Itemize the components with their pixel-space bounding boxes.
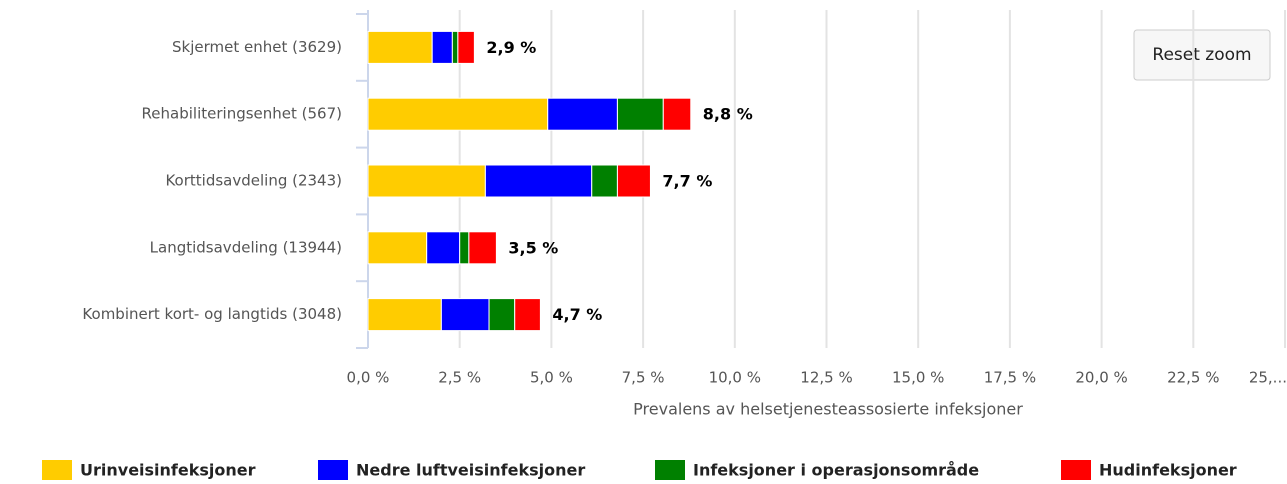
bar-segment: [488, 298, 516, 332]
bar-segment: [367, 231, 428, 265]
x-tick-label: 10,0 %: [709, 369, 761, 387]
x-tick-label: 20,0 %: [1075, 369, 1127, 387]
bar-segment: [591, 164, 618, 198]
legend-label: Urinveisinfeksjoner: [80, 461, 256, 480]
bar-segment: [547, 97, 618, 131]
y-tick-label: Kombinert kort- og langtids (3048): [82, 305, 342, 323]
bar-segment: [367, 164, 486, 198]
legend-label: Nedre luftveisinfeksjoner: [356, 461, 585, 480]
total-label: 8,8 %: [703, 105, 753, 124]
x-tick-label: 17,5 %: [984, 369, 1036, 387]
x-tick-label: 22,5 %: [1167, 369, 1219, 387]
y-tick-label: Skjermet enhet (3629): [172, 38, 342, 56]
x-tick-label: 25,...: [1249, 369, 1287, 387]
x-tick-label: 15,0 %: [892, 369, 944, 387]
reset-zoom-button[interactable]: Reset zoom: [1133, 29, 1271, 81]
bar-segment: [457, 30, 475, 64]
x-tick-label: 0,0 %: [347, 369, 390, 387]
x-axis-title: Prevalens av helsetjenesteassosierte inf…: [633, 400, 1023, 419]
bar-segment: [468, 231, 497, 265]
bar-segment: [426, 231, 461, 265]
legend-swatch: [655, 460, 685, 480]
x-tick-label: 7,5 %: [622, 369, 665, 387]
bar-segment: [459, 231, 470, 265]
bar-segment: [367, 298, 442, 332]
y-tick-label: Langtidsavdeling (13944): [150, 238, 342, 256]
total-label: 2,9 %: [486, 38, 536, 57]
x-tick-label: 5,0 %: [530, 369, 573, 387]
y-tick-label: Rehabiliteringsenhet (567): [142, 105, 342, 123]
x-tick-label: 12,5 %: [800, 369, 852, 387]
legend-swatch: [318, 460, 348, 480]
bar-segment: [662, 97, 692, 131]
bar-segment: [451, 30, 459, 64]
total-label: 4,7 %: [552, 305, 602, 324]
legend-label: Hudinfeksjoner: [1099, 461, 1237, 480]
y-tick-label: Korttidsavdeling (2343): [165, 172, 342, 190]
bar-segment: [367, 30, 433, 64]
bar-segment: [431, 30, 453, 64]
total-label: 7,7 %: [662, 172, 712, 191]
bar-segment: [616, 97, 664, 131]
legend-label: Infeksjoner i operasjonsområde: [693, 461, 979, 480]
x-tick-label: 2,5 %: [438, 369, 481, 387]
legend-swatch: [1061, 460, 1091, 480]
button-label[interactable]: Reset zoom: [1152, 45, 1251, 65]
bar-segment: [367, 97, 549, 131]
legend-swatch: [42, 460, 72, 480]
bar-segment: [514, 298, 541, 332]
bar-segment: [484, 164, 593, 198]
button-bg[interactable]: [1133, 29, 1271, 81]
total-label: 3,5 %: [508, 238, 558, 257]
bar-segment: [440, 298, 490, 332]
bar-segment: [616, 164, 651, 198]
